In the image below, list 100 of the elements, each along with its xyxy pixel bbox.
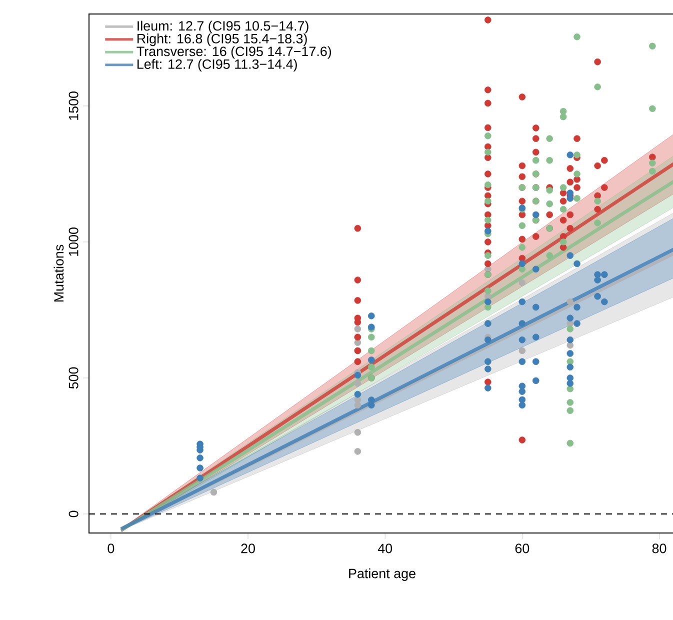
point: [368, 334, 375, 341]
point: [601, 298, 608, 306]
point: [560, 113, 567, 120]
point: [574, 304, 580, 311]
point: [566, 195, 574, 202]
point: [484, 148, 492, 156]
point: [648, 168, 656, 175]
point: [566, 440, 574, 447]
point: [574, 152, 580, 158]
point: [484, 132, 492, 140]
point: [574, 170, 580, 178]
point: [518, 266, 526, 273]
point: [566, 380, 574, 387]
point: [354, 380, 362, 387]
point: [546, 186, 553, 194]
legend-label: Ileum: 12.7 (CI95 10.5−14.7): [138, 20, 308, 34]
y-tick-label: 1000: [68, 228, 78, 256]
point: [484, 304, 492, 311]
point: [196, 474, 204, 482]
point: [566, 407, 574, 414]
point: [566, 314, 574, 322]
point: [574, 260, 580, 268]
y-tick-label: 0: [68, 510, 78, 518]
point: [566, 326, 574, 332]
y-axis-title: Mutations: [54, 244, 64, 302]
x-tick-label: 80: [652, 544, 666, 554]
point: [484, 336, 492, 344]
point: [532, 156, 540, 164]
point: [566, 399, 574, 406]
point: [648, 105, 656, 112]
point: [354, 402, 362, 409]
point: [648, 42, 656, 50]
point: [560, 184, 567, 191]
point: [354, 326, 362, 332]
point: [532, 304, 540, 311]
point: [566, 374, 574, 382]
point: [532, 211, 540, 218]
point: [484, 181, 492, 188]
x-tick-label: 40: [378, 544, 392, 554]
point: [546, 135, 553, 142]
point: [368, 347, 375, 354]
point: [532, 334, 540, 341]
point: [484, 358, 492, 366]
point: [601, 271, 608, 278]
point: [368, 402, 375, 409]
point: [566, 152, 574, 158]
point: [484, 198, 492, 205]
point: [518, 244, 526, 251]
point: [594, 198, 601, 205]
point: [532, 377, 540, 384]
point: [648, 160, 656, 166]
point: [518, 298, 526, 306]
y-tick-label: 1500: [68, 92, 78, 120]
point: [566, 350, 574, 357]
point: [354, 390, 362, 398]
point: [484, 298, 492, 306]
point: [560, 238, 567, 246]
point: [518, 279, 526, 286]
point: [354, 372, 362, 379]
point: [532, 266, 540, 273]
point: [484, 216, 492, 224]
point: [368, 364, 375, 370]
legend-label: Right: 16.8 (CI95 15.4−18.3): [138, 34, 307, 46]
point: [566, 252, 574, 259]
point: [210, 488, 218, 496]
point: [518, 336, 526, 344]
legend-label: Left: 12.7 (CI95 11.3−14.4): [138, 59, 297, 72]
point: [518, 388, 526, 395]
point: [484, 228, 492, 234]
point: [518, 402, 526, 409]
legend-label: Transverse: 16 (CI95 14.7−17.6): [136, 46, 332, 59]
x-tick-label: 20: [241, 544, 255, 554]
point: [594, 292, 601, 300]
point: [560, 206, 567, 213]
point: [368, 312, 375, 320]
x-axis-title: Patient age: [349, 568, 416, 581]
point: [566, 336, 574, 344]
point: [354, 428, 362, 436]
y-tick-label: 500: [68, 367, 78, 389]
point: [566, 298, 574, 306]
point: [484, 366, 492, 372]
point: [546, 156, 553, 164]
point: [354, 339, 362, 346]
point: [484, 288, 492, 294]
x-tick-label: 60: [515, 544, 530, 554]
point: [196, 464, 204, 472]
point: [546, 200, 553, 208]
point: [368, 356, 375, 364]
point: [196, 454, 204, 462]
point: [532, 358, 540, 366]
point: [518, 222, 526, 230]
point: [560, 108, 567, 115]
point: [574, 320, 580, 327]
point: [354, 448, 362, 455]
x-tick-label: 0: [108, 544, 114, 554]
point: [594, 276, 601, 284]
point: [518, 347, 526, 354]
point: [518, 358, 526, 366]
point: [566, 190, 574, 196]
point: [574, 195, 580, 202]
